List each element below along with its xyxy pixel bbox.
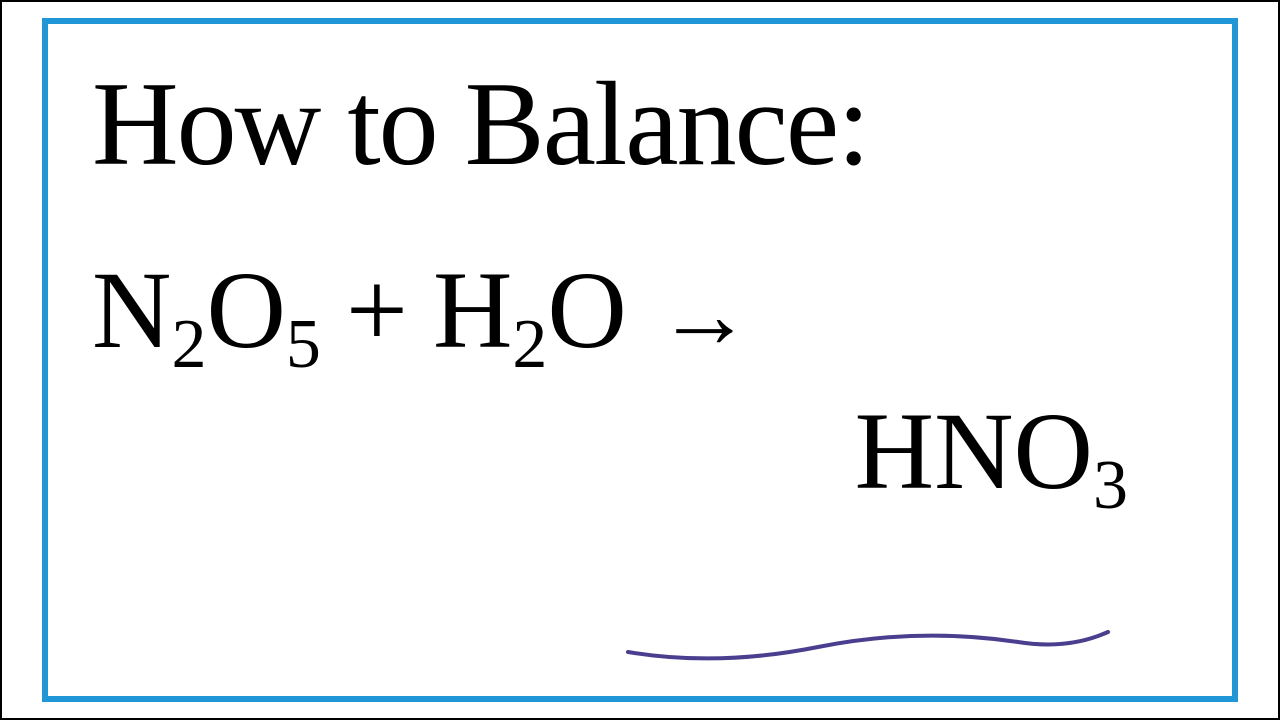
subscript-2a: 2 [171,306,206,383]
subscript-2b: 2 [512,306,547,383]
subscript-5: 5 [286,306,321,383]
subscript-3: 3 [1093,447,1128,524]
reactant-h2o: H 2 O [433,250,627,371]
element-o: O [206,250,285,371]
equation-reactants: N 2 O 5 + H 2 O → [92,250,1188,371]
element-n: N [92,250,171,371]
plus-sign: + [346,250,408,371]
equation-product: HNO 3 [92,391,1188,512]
element-h: H [433,250,512,371]
element-hno: HNO [855,391,1093,512]
element-o2: O [547,250,626,371]
arrow-icon: → [657,263,752,368]
swirl-decoration [618,612,1118,672]
content-area: How to Balance: N 2 O 5 + H 2 O → HNO 3 [42,18,1238,702]
product-hno3: HNO 3 [855,391,1128,512]
title-text: How to Balance: [92,58,1188,190]
reactant-n2o5: N 2 O 5 [92,250,321,371]
